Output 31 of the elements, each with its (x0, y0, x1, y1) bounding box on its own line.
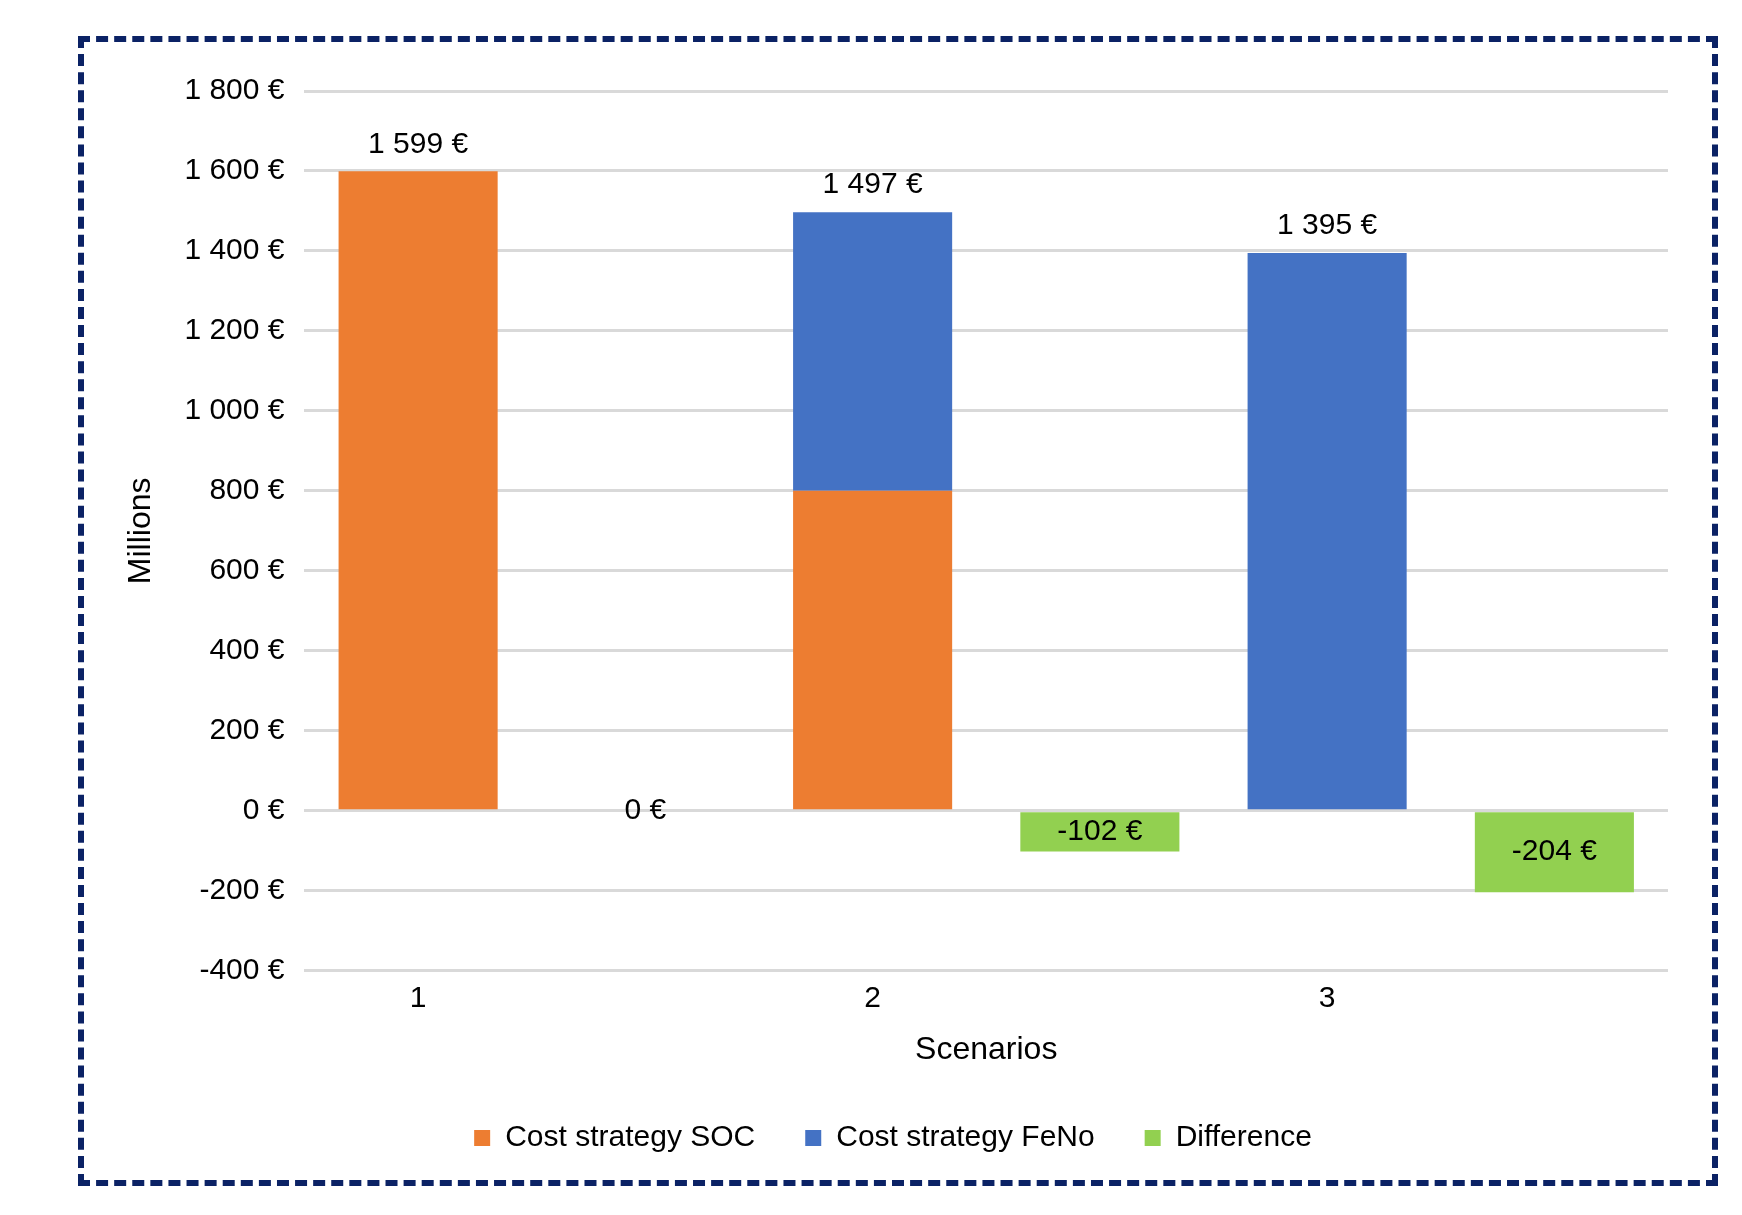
y-tick-label: 400 € (209, 632, 285, 666)
y-tick-label: 1 600 € (184, 152, 285, 186)
bar (793, 490, 953, 810)
x-axis-title: Scenarios (915, 1029, 1058, 1066)
x-tick-label: 1 (409, 979, 427, 1013)
y-tick-label: 200 € (209, 711, 285, 745)
y-tick-label: 0 € (242, 791, 285, 825)
x-tick-label: 3 (1318, 979, 1336, 1013)
data-label: -102 € (1057, 813, 1143, 847)
bar (338, 171, 498, 810)
y-tick-label: -400 € (199, 951, 285, 985)
y-tick-label: 1 800 € (184, 72, 285, 106)
legend-label: Cost strategy SOC (505, 1119, 756, 1153)
y-tick-label: 1 400 € (184, 232, 285, 266)
bar (1247, 252, 1407, 810)
y-tick-label: 800 € (209, 472, 285, 506)
legend-label: Difference (1175, 1119, 1312, 1153)
y-tick-label: -200 € (199, 871, 285, 905)
y-tick-label: 1 200 € (184, 312, 285, 346)
bar (1474, 812, 1634, 893)
y-tick-label: 1 000 € (184, 392, 285, 426)
y-tick-label: 600 € (209, 552, 285, 586)
y-axis-title: Millions (121, 477, 158, 585)
bar (793, 212, 953, 491)
total-label: 1 599 € (368, 125, 469, 159)
x-tick-label: 2 (864, 979, 881, 1013)
data-label: -204 € (1511, 833, 1598, 867)
data-label: 0 € (624, 791, 667, 825)
legend-label: Cost strategy FeNo (836, 1119, 1095, 1153)
total-label: 1 497 € (822, 166, 923, 200)
total-label: 1 395 € (1277, 207, 1378, 241)
